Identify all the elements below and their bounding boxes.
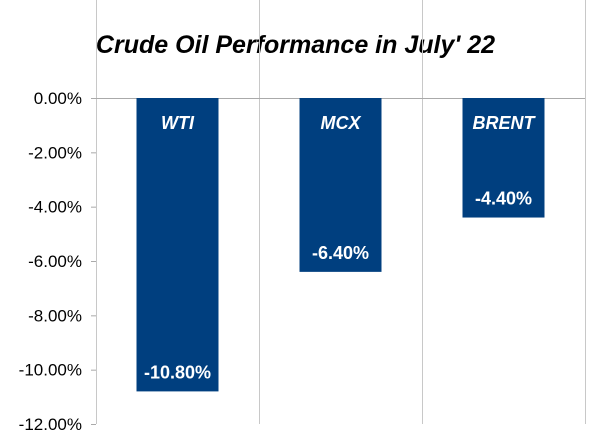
category-label: WTI (161, 113, 195, 133)
chart-title: Crude Oil Performance in July' 22 (95, 31, 496, 59)
bar-wti (136, 98, 219, 392)
y-tick-label: -8.00% (28, 306, 82, 325)
data-label: -6.40% (312, 243, 369, 263)
y-axis: 0.00% -2.00% -4.00% -6.00% -8.00% -10.00% -12.… (19, 0, 585, 434)
bar-brent (462, 98, 545, 218)
y-tick-label: 0.00% (34, 89, 82, 108)
bar-mcx (299, 98, 382, 272)
bar-labels: WTI -10.80% MCX -6.40% BRENT -4.40% (144, 113, 537, 382)
data-label: -10.80% (144, 362, 211, 382)
y-tick-label: -2.00% (28, 143, 82, 162)
gridlines (259, 0, 586, 424)
data-label: -4.40% (475, 189, 532, 209)
y-tick-label: -6.00% (28, 252, 82, 271)
category-label: MCX (321, 113, 362, 133)
y-tick-label: -4.00% (28, 198, 82, 217)
y-tick-label: -10.00% (19, 361, 82, 380)
y-tick-label: -12.00% (19, 415, 82, 434)
bars (136, 98, 545, 392)
category-label: BRENT (473, 113, 537, 133)
